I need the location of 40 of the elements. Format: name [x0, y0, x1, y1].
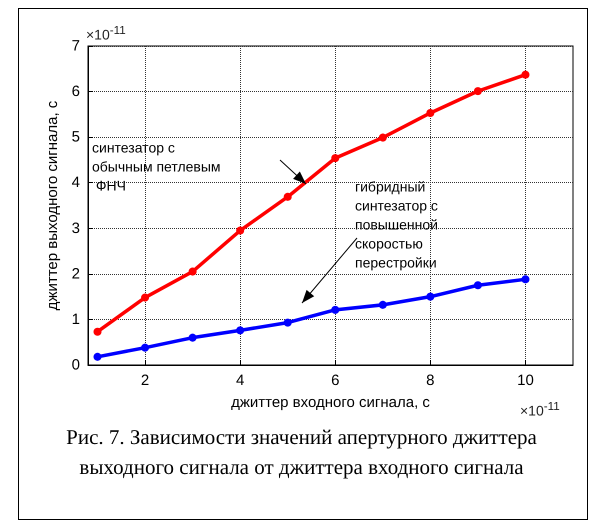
point — [331, 306, 340, 314]
point — [521, 275, 530, 284]
point — [236, 326, 244, 334]
text: ×10$^{-11}$ — [520, 400, 560, 419]
x-axis-title: джиттер входного сигнала, с — [231, 394, 430, 411]
point — [94, 328, 102, 336]
x-tick-label: 8 — [426, 372, 435, 389]
y-tick-label: 0 — [72, 356, 80, 374]
point — [426, 292, 434, 301]
point — [188, 268, 197, 276]
x-tick-label: 6 — [331, 372, 340, 389]
point — [521, 70, 530, 79]
point — [284, 192, 292, 201]
point — [94, 352, 102, 361]
y-tick-label: 7 — [72, 38, 80, 54]
point — [188, 334, 197, 342]
y-tick-label: 2 — [72, 265, 80, 282]
point — [236, 226, 244, 235]
point — [141, 344, 150, 352]
point — [331, 154, 340, 162]
point — [141, 294, 150, 302]
y-tick-label: 3 — [72, 220, 80, 237]
y-tick-label: 1 — [72, 310, 80, 328]
y-axis-title: джиттер выходного сигнала, с — [44, 100, 61, 310]
y-tick-label: 6 — [72, 83, 80, 100]
x-tick-label: 4 — [236, 372, 244, 389]
point — [378, 134, 387, 142]
point — [426, 108, 434, 117]
point — [474, 87, 482, 96]
text: синтезатор с обычным петлевым ФНЧ — [92, 140, 221, 194]
point — [378, 300, 387, 309]
x-tick-label: 10 — [517, 372, 534, 389]
text: ×10$^{-11}$ — [86, 24, 126, 43]
y-tick-label: 5 — [72, 128, 80, 146]
point — [474, 281, 482, 290]
series-label: гибридный синтезатор с повышенной скоростью перестройки — [355, 178, 442, 270]
point — [284, 318, 292, 327]
y-tick-label: 4 — [72, 174, 80, 192]
text: Рис. 7. Зависимости значений апертурного джиттера выходного сигнала от джиттера входного сигнала — [65, 424, 538, 481]
x-tick-label: 2 — [140, 372, 150, 389]
